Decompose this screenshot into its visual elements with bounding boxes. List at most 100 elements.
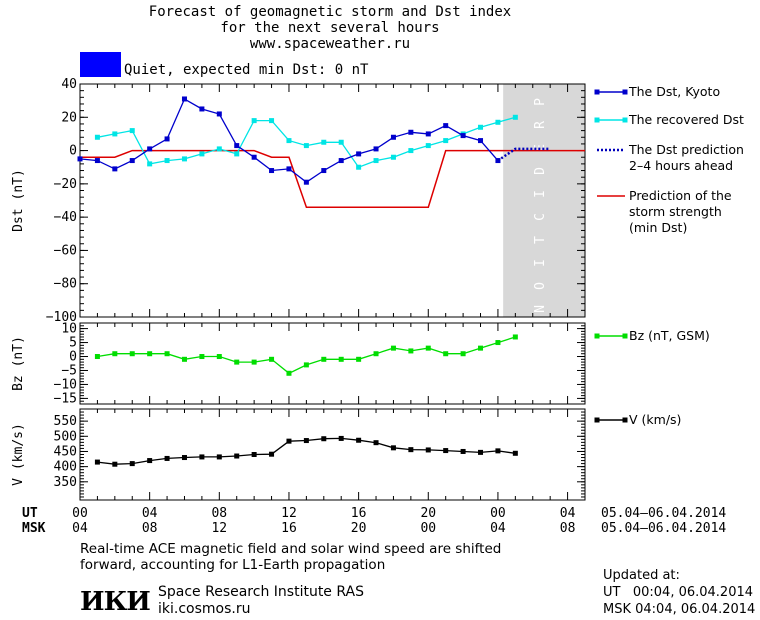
y-axis-label: V (km/s) (11, 423, 26, 486)
y-tick-label: −15 (54, 391, 77, 406)
recovered-dst-point (338, 139, 344, 145)
recovered-dst-point (181, 156, 187, 162)
legend-speed-marker (594, 417, 600, 423)
recovered-dst-point (390, 154, 396, 160)
legend-storm-strength-text: storm strength (629, 204, 722, 219)
dst-kyoto-point (147, 146, 153, 152)
prediction-letter: P (533, 98, 548, 106)
bz-point (321, 356, 327, 362)
ut-tick-label: 00 (490, 506, 506, 521)
bz-point (199, 354, 205, 360)
storm-strength-line (80, 149, 585, 208)
speed-point (338, 435, 344, 441)
recovered-dst-point (356, 164, 362, 170)
institute-site-link[interactable]: iki.cosmos.ru (158, 601, 251, 617)
speed-point (269, 451, 275, 457)
plot-frame (79, 83, 586, 318)
bz-point (286, 370, 292, 376)
dst-kyoto-point (164, 136, 170, 142)
footer-note-line2: forward, accounting for L1-Earth propaga… (80, 557, 386, 573)
speed-point (234, 453, 240, 459)
bz-line (97, 336, 516, 375)
dst-kyoto-point (234, 143, 240, 149)
bz-point (94, 354, 100, 360)
dst-kyoto-point (303, 179, 309, 185)
speed-point (478, 449, 484, 455)
dst-kyoto-point (373, 146, 379, 152)
recovered-dst-point (269, 118, 275, 124)
recovered-dst-point (216, 146, 222, 152)
speed-point (512, 450, 518, 456)
msk-tick-label: 04 (72, 521, 88, 536)
bz-point (443, 351, 449, 357)
speed-point (286, 438, 292, 444)
msk-tick-label: 08 (142, 521, 158, 536)
ut-tick-label: 16 (351, 506, 367, 521)
bz-point (356, 356, 362, 362)
msk-axis-label: MSK (22, 521, 46, 536)
plot-frame (79, 408, 586, 501)
legend-storm-strength-text: Prediction of the (629, 188, 732, 203)
dst-kyoto-point (443, 123, 449, 129)
speed-point (495, 448, 501, 454)
speed-point (373, 440, 379, 446)
legend-speed-text: V (km/s) (629, 412, 681, 427)
speed-point (164, 455, 170, 461)
y-tick-label: −20 (54, 177, 77, 192)
speed-point (112, 461, 118, 467)
bz-point (269, 356, 275, 362)
ut-axis-label: UT (22, 506, 38, 521)
y-tick-label: −100 (46, 310, 77, 325)
dst-kyoto-point (356, 151, 362, 157)
dst-kyoto-point (112, 166, 118, 172)
recovered-dst-point (478, 124, 484, 130)
speed-point (129, 461, 135, 467)
y-tick-label: −80 (54, 277, 77, 292)
msk-tick-label: 12 (211, 521, 227, 536)
speed-point (356, 437, 362, 443)
speed-point (147, 458, 153, 464)
prediction-letter: D (533, 167, 548, 175)
msk-tick-label: 20 (351, 521, 367, 536)
recovered-dst-point (112, 131, 118, 137)
recovered-dst-point (512, 114, 518, 120)
updated-ut-time: UT 00:04, 06.04.2014 (603, 585, 754, 600)
recovered-dst-point (373, 158, 379, 164)
recovered-dst-point (129, 128, 135, 134)
dst-kyoto-point (338, 158, 344, 164)
dst-kyoto-point (321, 168, 327, 174)
dst-kyoto-point (390, 134, 396, 140)
speed-point (321, 436, 327, 442)
legend-storm-strength-text: (min Dst) (629, 220, 687, 235)
quiet-color-swatch (80, 52, 121, 77)
speed-point (425, 447, 431, 453)
speed-point (251, 452, 257, 457)
recovered-dst-point (303, 143, 309, 149)
recovered-dst-point (147, 161, 153, 167)
msk-tick-label: 16 (281, 521, 297, 536)
recovered-dst-point (199, 151, 205, 157)
legend-dst-kyoto-marker (622, 89, 628, 95)
institute-name: Space Research Institute RAS (158, 584, 364, 600)
updated-msk-time: MSK 04:04, 06.04.2014 (603, 602, 756, 617)
recovered-dst-point (286, 138, 292, 144)
legend-speed-marker (622, 417, 628, 423)
dst-kyoto-point (216, 111, 222, 117)
chart-title-url[interactable]: www.spaceweather.ru (249, 36, 411, 52)
recovered-dst-point (495, 119, 501, 125)
prediction-letter: C (533, 213, 548, 221)
y-tick-label: 0 (69, 350, 77, 365)
prediction-letter: O (533, 282, 548, 290)
ut-tick-label: 04 (142, 506, 158, 521)
y-tick-label: −10 (54, 377, 77, 392)
recovered-dst-point (321, 139, 327, 145)
dst-kyoto-point (425, 131, 431, 137)
y-tick-label: −60 (54, 243, 77, 258)
ut-tick-label: 00 (72, 506, 88, 521)
speed-point (460, 448, 466, 454)
recovered-dst-point (164, 158, 170, 164)
legend-dst-prediction-text: 2–4 hours ahead (629, 158, 733, 173)
chart-title-line1: Forecast of geomagnetic storm and Dst in… (148, 4, 512, 20)
y-tick-label: 10 (61, 322, 77, 337)
